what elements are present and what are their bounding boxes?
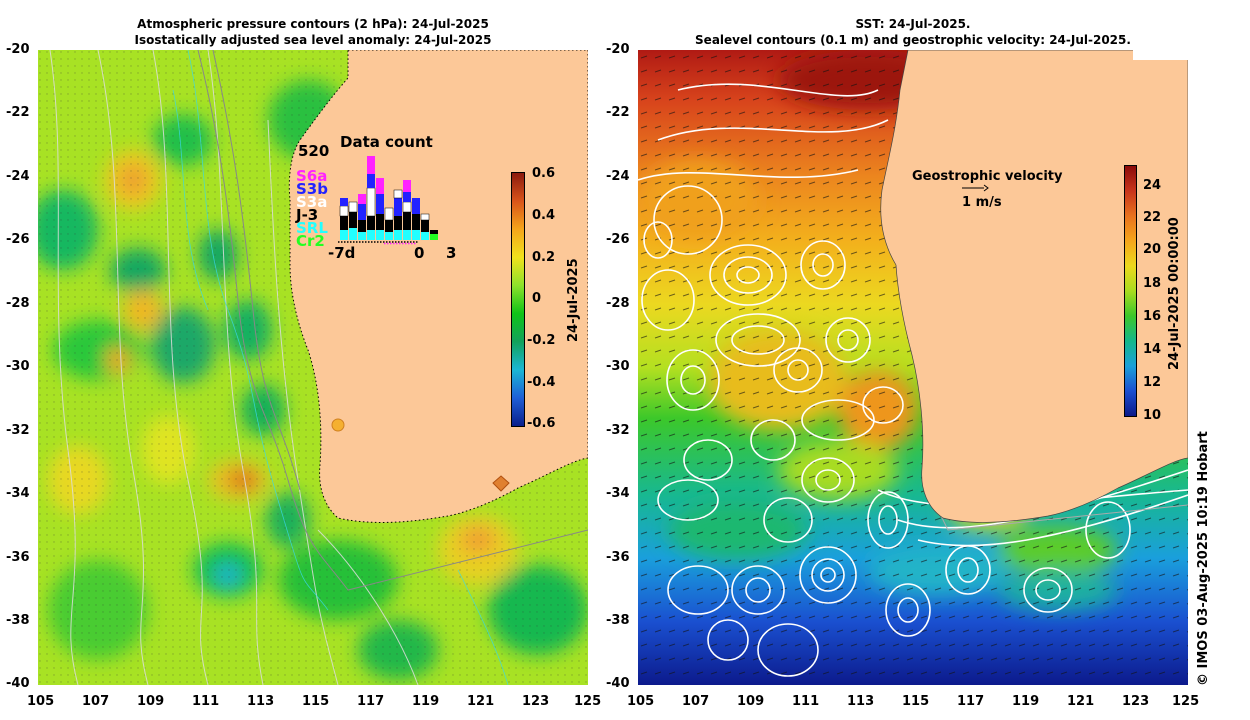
right-cbar-tick: 12 [1143, 375, 1162, 390]
left-colorbar-label: 24-Jul-2025 [566, 258, 581, 342]
lon-tick: 119 [412, 694, 440, 709]
lat-tick: -32 [6, 423, 30, 438]
lon-tick: 115 [302, 694, 330, 709]
lon-tick: 125 [1172, 694, 1200, 709]
lat-tick: -20 [606, 42, 630, 57]
lon-tick: 123 [1122, 694, 1150, 709]
lon-tick: 125 [574, 694, 602, 709]
right-cbar-tick: 16 [1143, 309, 1162, 324]
velocity-scale-label: 1 m/s [962, 195, 1002, 210]
australia-land [288, 50, 588, 523]
left-cbar-tick: 0 [532, 291, 542, 306]
lat-tick: -22 [6, 105, 30, 120]
lat-tick: -36 [606, 550, 630, 565]
lat-tick: -40 [606, 676, 630, 691]
lon-tick: 111 [192, 694, 220, 709]
lon-tick: 117 [357, 694, 385, 709]
inset-x-label-zero: 0 [414, 244, 425, 262]
lat-tick: -28 [6, 296, 30, 311]
right-map-panel [638, 50, 1188, 685]
lon-tick: 109 [737, 694, 765, 709]
velocity-scale-arrow [962, 184, 989, 192]
left-map-title-line2: Isostatically adjusted sea level anomaly… [134, 33, 492, 47]
histogram-bars [339, 156, 438, 240]
lat-tick: -34 [606, 486, 630, 501]
legend-s3a: S3a [296, 193, 328, 211]
lon-tick: 113 [847, 694, 875, 709]
lon-tick: 113 [247, 694, 275, 709]
left-cbar-tick: -0.6 [527, 416, 556, 431]
right-colorbar [1124, 165, 1137, 417]
lon-tick: 107 [682, 694, 710, 709]
left-colorbar [511, 172, 525, 427]
legend-cr2: Cr2 [296, 232, 325, 250]
right-cbar-tick: 10 [1143, 408, 1162, 423]
lat-tick: -26 [606, 232, 630, 247]
left-map-title-line1: Atmospheric pressure contours (2 hPa): 2… [137, 17, 489, 31]
right-cbar-tick: 20 [1143, 242, 1162, 257]
right-map-title-line2: Sealevel contours (0.1 m) and geostrophi… [695, 33, 1131, 47]
lat-tick: -34 [6, 486, 30, 501]
lat-tick: -28 [606, 296, 630, 311]
lat-tick: -38 [606, 613, 630, 628]
lat-tick: -22 [606, 105, 630, 120]
lon-tick: 121 [467, 694, 495, 709]
lat-tick: -32 [606, 423, 630, 438]
right-colorbar-label: 24-Jul-2025 00:00:00 [1167, 217, 1182, 370]
legend-s6a: S6a [296, 167, 328, 185]
lat-tick: -30 [606, 359, 630, 374]
right-map-title-line1: SST: 24-Jul-2025. [855, 17, 971, 31]
lat-tick: -30 [6, 359, 30, 374]
lat-tick: -20 [6, 42, 30, 57]
inset-title: Data count [340, 133, 433, 151]
lat-tick: -38 [6, 613, 30, 628]
lat-tick: -40 [6, 676, 30, 691]
velocity-title: Geostrophic velocity [912, 169, 1063, 184]
inset-x-label-end: 3 [446, 244, 457, 262]
left-cbar-tick: 0.4 [532, 208, 556, 223]
lon-tick: 109 [137, 694, 165, 709]
lon-tick: 123 [522, 694, 550, 709]
lon-tick: 111 [792, 694, 820, 709]
lon-tick: 107 [82, 694, 110, 709]
right-cbar-tick: 18 [1143, 276, 1162, 291]
lon-tick: 119 [1012, 694, 1040, 709]
sea-level-anomaly-map [38, 50, 588, 685]
data-count-histogram [338, 156, 438, 245]
left-cbar-tick: 0.6 [532, 166, 556, 181]
lon-tick: 105 [627, 694, 655, 709]
lon-tick: 115 [902, 694, 930, 709]
lon-tick: 105 [27, 694, 55, 709]
right-cbar-tick: 22 [1143, 210, 1162, 225]
lon-tick: 117 [957, 694, 985, 709]
left-map-panel [38, 50, 588, 685]
left-cbar-tick: -0.2 [527, 333, 556, 348]
imos-credit: © IMOS 03-Aug-2025 10:19 Hobart [1196, 431, 1211, 686]
right-cbar-tick: 14 [1143, 342, 1162, 357]
legend-srl: SRL [296, 219, 328, 237]
inset-x-label-start: -7d [328, 244, 356, 262]
lat-tick: -26 [6, 232, 30, 247]
left-cbar-tick: 0.2 [532, 250, 556, 265]
left-cbar-tick: -0.4 [527, 375, 556, 390]
right-cbar-tick: 24 [1143, 178, 1162, 193]
lat-tick: -36 [6, 550, 30, 565]
legend-s3b: S3b [296, 180, 328, 198]
lon-tick: 121 [1067, 694, 1095, 709]
lat-tick: -24 [6, 169, 30, 184]
sea-surface-temperature-map [638, 50, 1188, 685]
australia-land-sst [880, 50, 1188, 523]
legend-j3: J-3 [296, 206, 319, 224]
lat-tick: -24 [606, 169, 630, 184]
inset-max-count: 520 [298, 142, 330, 160]
